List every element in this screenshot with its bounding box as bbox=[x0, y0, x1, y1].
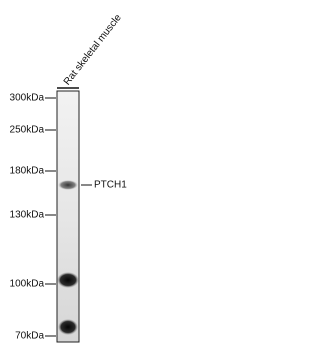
marker-label: 180kDa bbox=[10, 166, 45, 177]
lane bbox=[56, 90, 80, 343]
band bbox=[57, 272, 79, 288]
page: Rat skeletal muscle 300kDa 250kDa 180kDa 13… bbox=[0, 0, 150, 345]
band bbox=[58, 319, 78, 335]
marker-group: 300kDa 250kDa 180kDa 130kDa 100kDa 70kDa bbox=[10, 93, 56, 342]
lane-label: Rat skeletal muscle bbox=[62, 12, 124, 87]
band-label: PTCH1 bbox=[94, 180, 127, 191]
marker-label: 100kDa bbox=[10, 279, 45, 290]
marker-label: 70kDa bbox=[15, 331, 44, 342]
marker-label: 300kDa bbox=[10, 93, 45, 104]
marker-label: 250kDa bbox=[10, 125, 45, 136]
band bbox=[58, 180, 78, 190]
western-blot: Rat skeletal muscle 300kDa 250kDa 180kDa 13… bbox=[10, 12, 127, 343]
marker-label: 130kDa bbox=[10, 210, 45, 221]
